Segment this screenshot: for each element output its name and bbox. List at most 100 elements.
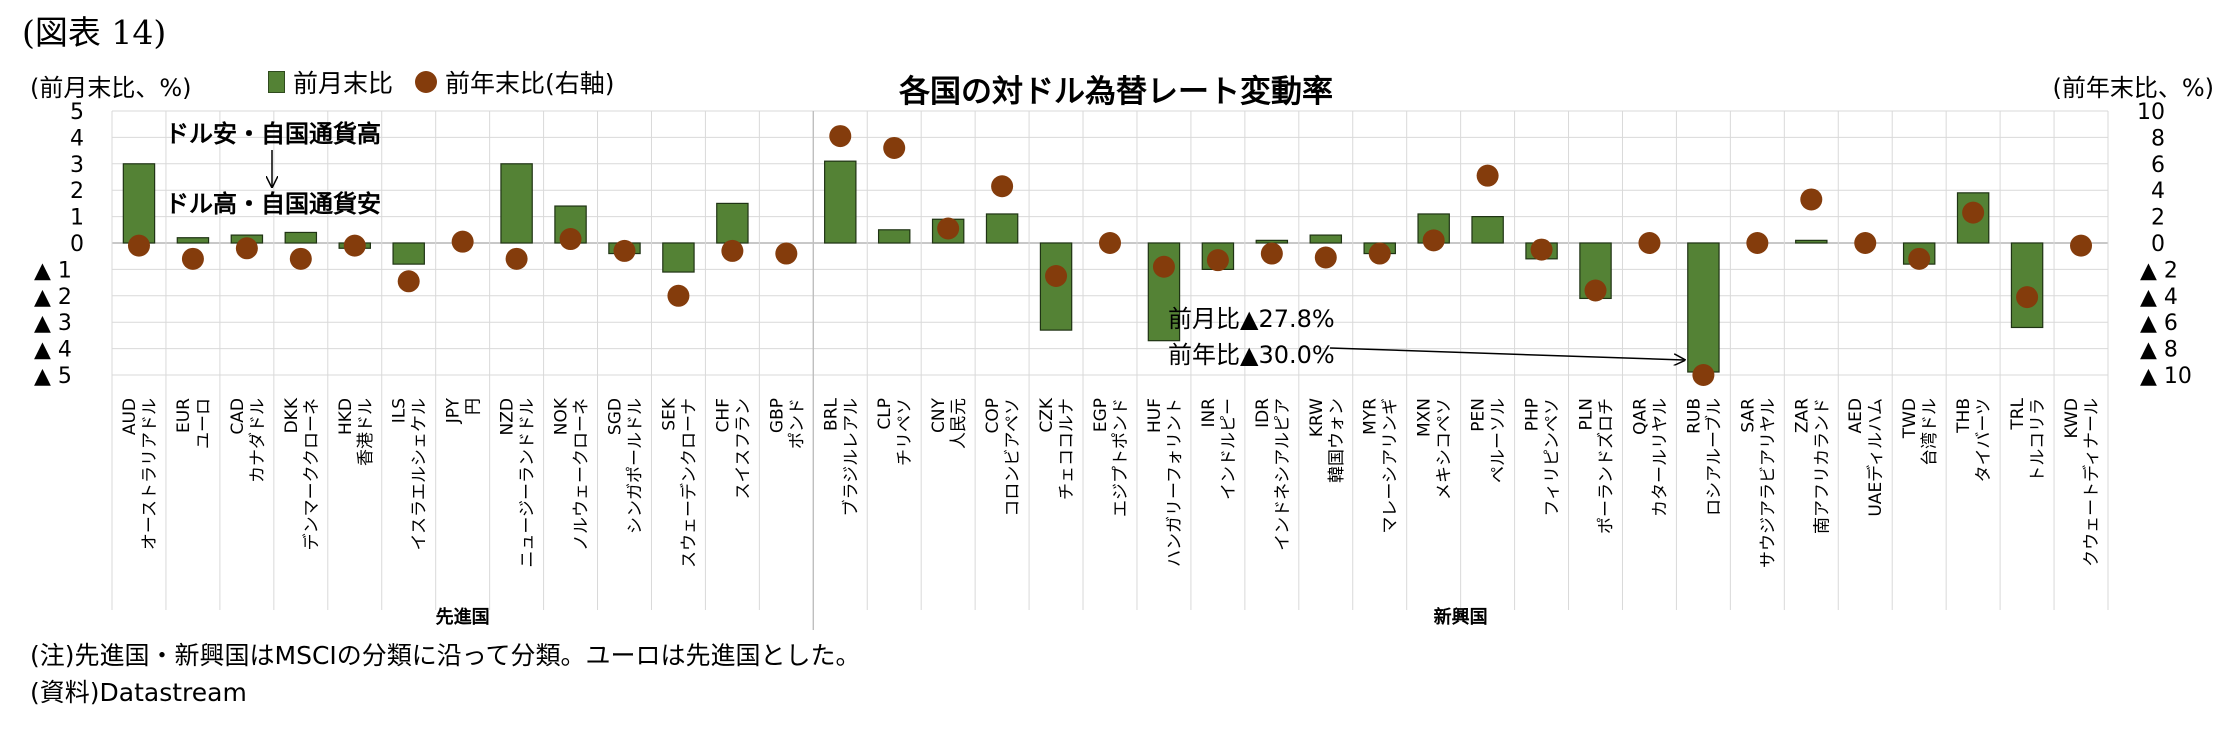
category-code: EGP [1091,398,1111,432]
dot-czk [1045,265,1068,287]
dot-aud [127,234,150,257]
left-tick-label: 3 [70,153,84,178]
category-name: ポーランドズロチ [1597,398,1617,534]
category-name: 南アフリカランド [1812,398,1832,534]
category-code: AUD [120,398,140,435]
category-code: QAR [1630,398,1650,435]
bar-sek [662,242,695,273]
dot-cad [235,237,258,260]
category-code: SEK [659,397,679,431]
category-name: 円 [464,398,484,415]
category-code: HKD [336,398,356,435]
annotation-rub-year: 前年比▲30.0% [1168,341,1335,369]
category-name: インドネシアルピア [1273,398,1293,551]
category-name: カタールリヤル [1650,398,1670,517]
legend-dot-label: 前年末比(右軸) [445,69,615,98]
dot-gbp [775,242,798,265]
dot-kwd [2070,234,2093,257]
category-code: SGD [605,398,625,435]
right-tick-label: 6 [2151,153,2165,178]
category-name: カナダドル [248,398,268,483]
category-name: タイバーツ [1974,398,1994,482]
right-tick-label: 4 [2151,179,2165,204]
dot-egp [1099,232,1121,254]
category-code: COP [983,398,1003,434]
category-code: MXN [1415,398,1435,437]
bar-cop [985,213,1019,244]
dot-sgd [613,239,636,262]
category-code: TRL [2008,397,2028,430]
category-code: CLP [875,398,895,430]
category-code: DKK [282,397,302,433]
category-name: スウェーデンクローナ [678,398,699,568]
left-tick-label: 2 [70,179,84,204]
figure-label: (図表 14) [22,13,167,52]
category-name: イスラエルシェケル [410,398,430,551]
category-code: AED [1846,398,1866,433]
category-name: フィリピンペソ [1543,398,1563,517]
legend-dot-swatch [415,71,438,93]
bar-aud [122,163,156,244]
right-tick-label: ▲ 10 [2140,364,2192,389]
left-tick-label: 5 [70,100,84,125]
dot-qar [1638,232,1661,254]
category-name: チリペソ [895,398,915,466]
category-name: サウジアラビアリヤル [1758,398,1778,568]
chart-note: (注)先進国・新興国はMSCIの分類に沿って分類。ユーロは先進国とした。 [30,641,861,670]
dot-cny [937,217,960,240]
category-name: チェココルナ [1057,398,1077,500]
category-code: CHF [713,398,733,432]
category-name: エジプトポンド [1111,398,1131,517]
right-tick-label: 0 [2151,232,2165,257]
dot-sek [667,284,690,307]
dot-idr [1260,242,1283,265]
category-name: ブラジルレアル [840,398,861,517]
category-name: インドルピー [1219,398,1239,500]
dot-hkd [343,234,366,257]
right-axis-label: (前年末比、%) [2052,74,2214,102]
right-tick-label: ▲ 4 [2140,285,2178,310]
group-label: 先進国 [436,606,490,628]
category-code: BRL [821,397,841,430]
category-name: 人民元 [949,398,969,449]
annotation-down: ドル高・自国通貨安 [165,190,381,218]
category-name: オーストラリアドル [140,398,160,550]
annotation-up: ドル安・自国通貨高 [165,120,381,148]
category-code: PLN [1577,398,1597,430]
category-name: 台湾ドル [1920,398,1940,466]
dot-twd [1908,247,1931,270]
left-tick-label: 0 [70,232,84,257]
category-code: GBP [767,398,787,433]
dot-pen [1476,164,1499,187]
dot-brl [829,125,852,148]
dot-ils [397,270,420,293]
legend: 前月末比 前年末比(右軸) [268,64,637,100]
legend-bar-label: 前月末比 [293,69,394,98]
legend-bar-swatch [268,71,285,93]
category-name: マレーシアリンギ [1381,398,1401,534]
dot-huf [1152,255,1175,278]
dot-trl [2016,286,2039,309]
dot-nok [559,228,582,251]
dot-php [1530,238,1553,261]
category-name: ペルーソル [1489,398,1509,483]
group-label: 新興国 [1434,606,1488,628]
category-code: PHP [1523,398,1543,431]
category-name: デンマーククローネ [301,398,322,550]
annotation-rub-arrow [1329,347,1684,360]
bar-brl [824,160,857,244]
category-code: CZK [1037,397,1057,433]
category-name: 韓国ウォン [1327,398,1347,483]
category-name: ハンガリーフォリント [1165,398,1185,567]
category-code: ZAR [1792,398,1812,433]
dot-dkk [289,247,312,270]
dot-cop [991,175,1014,198]
category-code: JPY [444,397,464,424]
bar-dkk [284,231,318,244]
category-name: メキシコペソ [1435,398,1455,500]
left-tick-label: ▲ 1 [34,258,72,283]
bar-krw [1309,234,1343,244]
category-code: HUF [1145,398,1165,433]
